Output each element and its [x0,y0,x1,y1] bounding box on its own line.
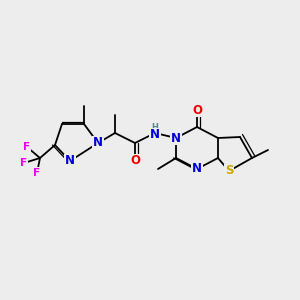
Text: F: F [20,158,28,168]
Text: F: F [33,168,40,178]
Text: N: N [65,154,75,167]
Text: F: F [23,142,31,152]
Text: S: S [225,164,233,178]
Text: O: O [192,103,202,116]
Text: N: N [93,136,103,149]
Text: N: N [192,163,202,176]
Text: N: N [171,131,181,145]
Text: N: N [150,128,160,142]
Text: O: O [130,154,140,167]
Text: H: H [152,124,158,133]
